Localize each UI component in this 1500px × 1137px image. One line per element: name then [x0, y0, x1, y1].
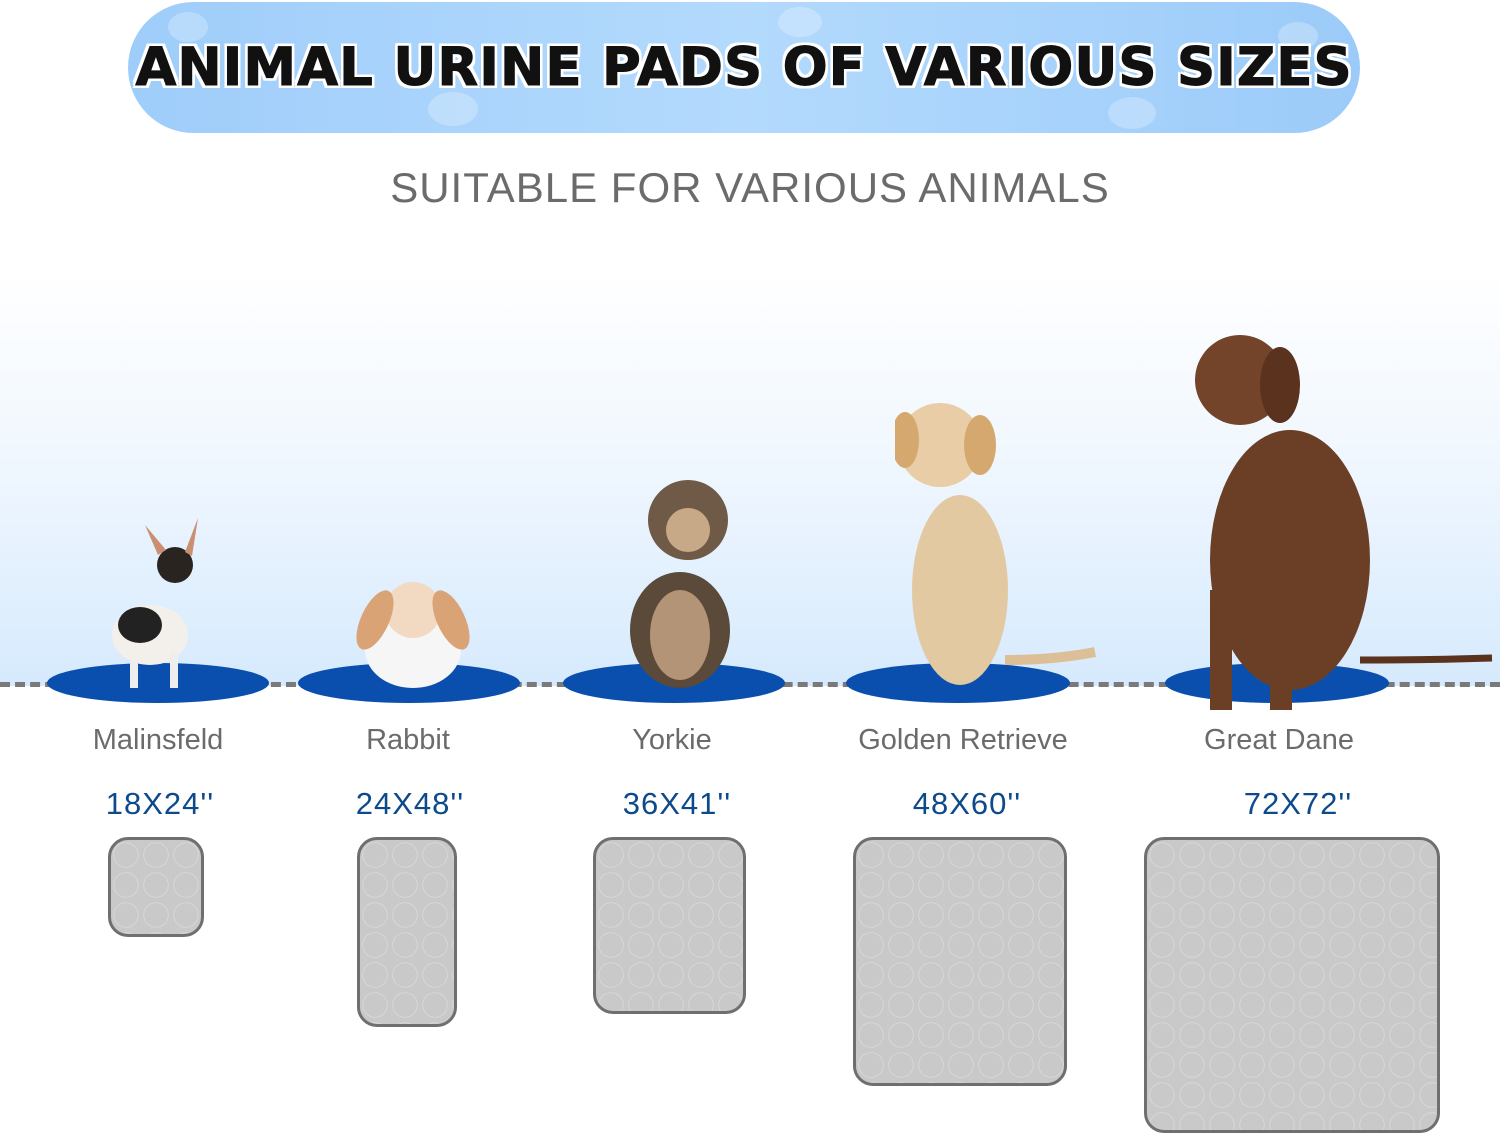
pad-size: 72X72'' — [1243, 786, 1353, 821]
pad-size: 24X48'' — [355, 786, 465, 821]
blue-mat — [47, 663, 269, 703]
pad-size: 48X60'' — [912, 786, 1022, 821]
animal-name: Yorkie — [632, 724, 712, 756]
paw-icon — [778, 7, 822, 37]
paw-icon — [1108, 97, 1156, 129]
animal-name: Rabbit — [366, 724, 450, 756]
golden-retriever-photo — [895, 403, 1096, 685]
chihuahua-photo — [112, 518, 198, 688]
banner-title: ANIMAL URINE PADS OF VARIOUS SIZES — [135, 37, 1353, 99]
paw-icon — [1278, 22, 1318, 50]
paw-icon — [168, 12, 208, 42]
pad-18x24 — [108, 837, 204, 937]
lop-rabbit-photo — [356, 582, 470, 688]
yorkie-photo — [630, 480, 730, 688]
pad-size: 36X41'' — [622, 786, 732, 821]
pad-72x72 — [1144, 837, 1440, 1133]
pad-48x60 — [853, 837, 1067, 1086]
title-banner: ANIMAL URINE PADS OF VARIOUS SIZES — [128, 2, 1360, 133]
pad-36x41 — [593, 837, 746, 1014]
animal-name: Golden Retrieve — [858, 724, 1068, 756]
subtitle: SUITABLE FOR VARIOUS ANIMALS — [390, 164, 1110, 211]
paw-icon — [428, 92, 478, 126]
pad-24x48 — [357, 837, 457, 1027]
animal-name: Malinsfeld — [92, 724, 224, 756]
pad-size: 18X24'' — [105, 786, 215, 821]
animal-name: Great Dane — [1204, 724, 1354, 756]
great-dane-photo — [1195, 335, 1493, 710]
